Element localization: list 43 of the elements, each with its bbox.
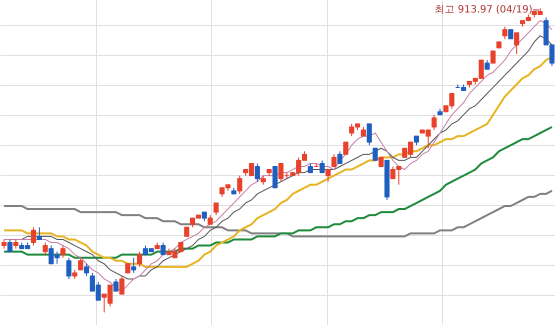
candlestick: [72, 269, 78, 280]
candlestick: [372, 148, 378, 161]
candlestick: [214, 202, 219, 216]
candlestick: [208, 214, 213, 225]
candlestick: [490, 50, 496, 64]
candlestick: [254, 162, 260, 182]
candlestick: [125, 263, 130, 274]
candlestick: [60, 245, 66, 258]
candlestick: [320, 160, 325, 174]
candlestick: [7, 238, 12, 252]
candlestick: [113, 278, 119, 292]
candlestick: [508, 29, 514, 40]
candlestick: [42, 242, 48, 256]
candlestick: [36, 226, 42, 240]
candlestick: [514, 32, 520, 55]
candlestick: [260, 175, 266, 186]
candlestick: [131, 257, 136, 274]
annotation: 최고 913.97 (04/19): [434, 4, 533, 16]
candlestick: [308, 162, 313, 174]
candlestick: [414, 136, 420, 146]
candlestick: [13, 238, 18, 250]
candlestick: [272, 166, 278, 188]
candlestick: [160, 242, 166, 256]
candlestick: [366, 123, 372, 146]
candlestick: [30, 226, 36, 246]
candlestick: [66, 257, 72, 280]
candlestick: [184, 226, 190, 237]
candlestick: [337, 150, 342, 164]
candlestick: [343, 142, 348, 155]
candlestick: [1, 238, 7, 250]
candlestick: [237, 175, 242, 194]
candlestick: [78, 257, 84, 270]
candlestick: [502, 26, 508, 40]
candlestick: [378, 156, 384, 167]
candlestick: [202, 212, 207, 222]
candlestick: [331, 154, 337, 167]
candlestick: [484, 60, 490, 70]
candlestick: [360, 126, 366, 137]
candlestick: [119, 275, 124, 295]
candlestick: [432, 114, 437, 131]
candlestick: [136, 251, 142, 268]
candlestick: [84, 263, 90, 276]
candlestick: [326, 169, 331, 182]
